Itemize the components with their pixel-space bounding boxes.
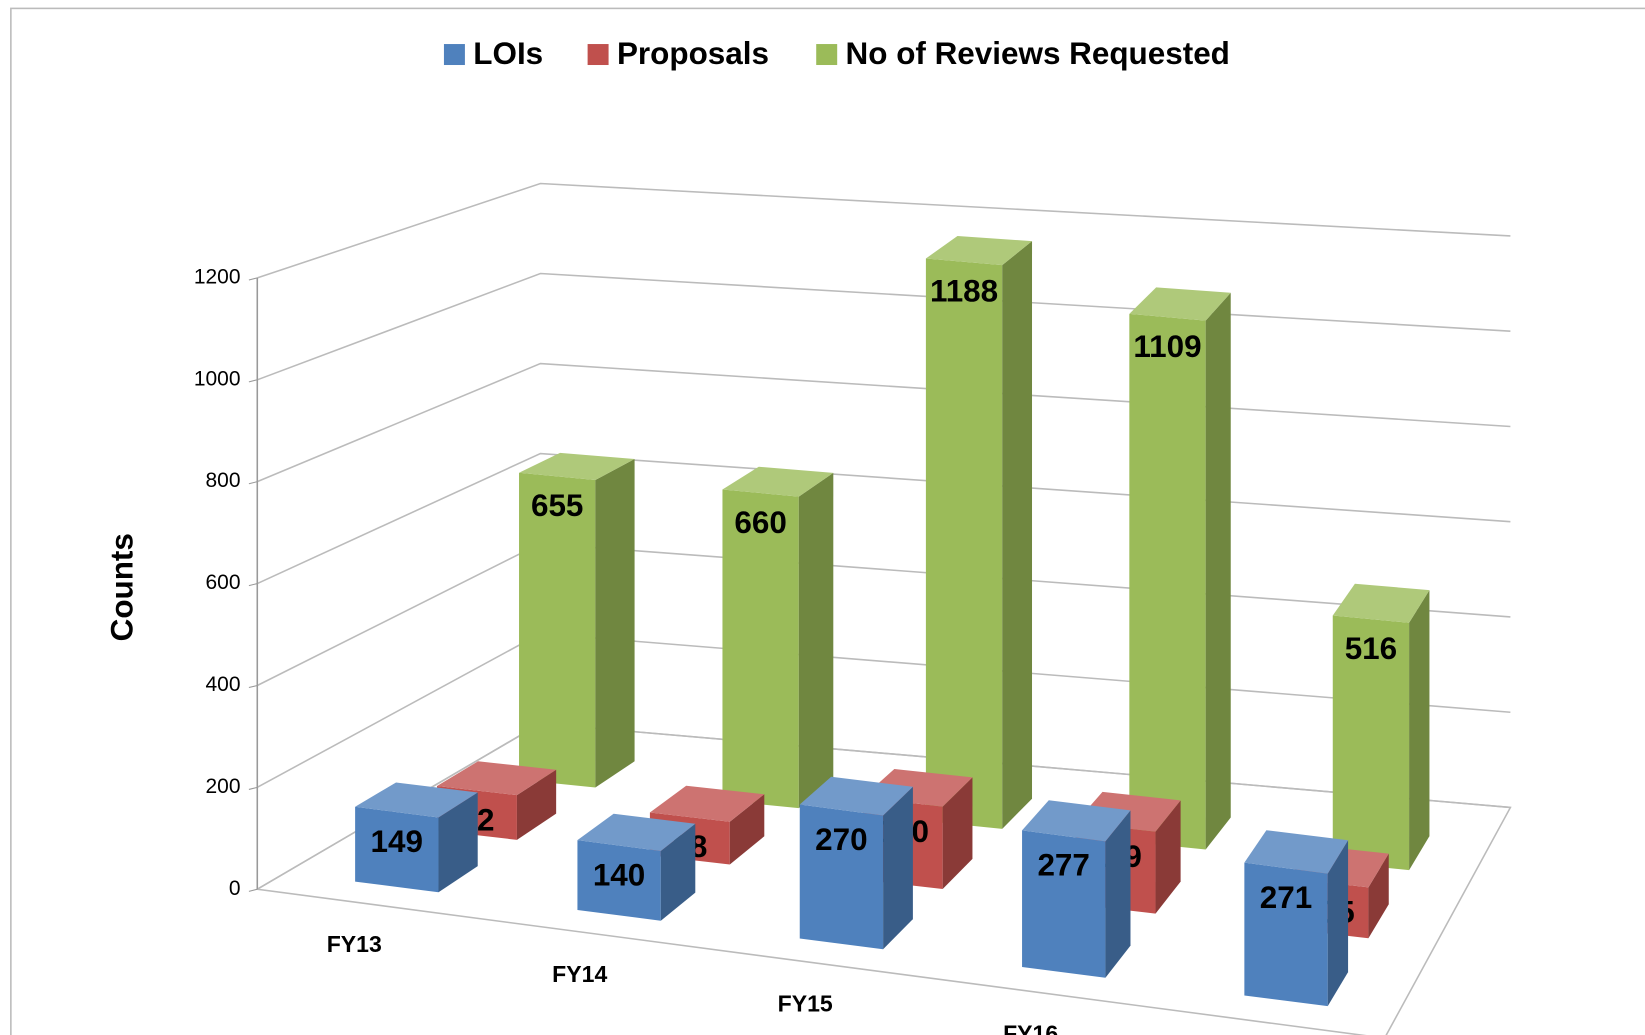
bar-side <box>1327 840 1349 1007</box>
tick-mark <box>248 379 258 383</box>
grid-line <box>256 542 1511 687</box>
bar-front <box>1244 862 1328 1007</box>
bar: 140 <box>577 813 696 921</box>
bar: 1188 <box>925 235 1033 829</box>
bar-front <box>577 840 661 921</box>
bar-top <box>1022 800 1131 842</box>
bar-top <box>437 761 557 796</box>
bar-front <box>925 258 1003 829</box>
bar-side <box>1409 590 1430 871</box>
bar-top <box>519 452 635 480</box>
bar: 516 <box>1332 583 1430 871</box>
value-label: 1109 <box>1133 329 1201 364</box>
value-label: 149 <box>371 824 423 859</box>
legend-label: No of Reviews Requested <box>846 36 1230 71</box>
tick-mark <box>248 277 258 281</box>
y-tick-label: 400 <box>206 673 241 696</box>
bar-top <box>925 235 1033 266</box>
bar-side <box>516 769 557 840</box>
legend-label: LOIs <box>473 36 543 71</box>
grid-line <box>257 182 1511 279</box>
bar-top <box>649 785 765 822</box>
x-tick-label: FY13 <box>327 931 382 957</box>
y-tick-label: 800 <box>206 469 241 492</box>
bar-top <box>355 782 478 818</box>
tick-mark <box>248 888 258 892</box>
bar-top <box>1332 583 1430 623</box>
legend-swatch <box>816 44 838 66</box>
bar-side <box>595 458 635 788</box>
bar-front <box>519 472 596 788</box>
plot: 0200400600800100012006556601188110951692… <box>194 36 1512 1035</box>
bar-side <box>798 472 834 809</box>
value-label: 1188 <box>930 274 998 309</box>
value-label: 140 <box>593 857 645 892</box>
value-label: 660 <box>734 505 786 540</box>
bar: 655 <box>519 452 635 788</box>
value-label: 271 <box>1260 880 1312 915</box>
y-tick-label: 600 <box>206 571 241 594</box>
bar: 1109 <box>1129 287 1231 850</box>
bar-side <box>729 794 765 865</box>
chart-frame <box>10 7 1645 1035</box>
bar-front <box>799 804 884 950</box>
bar-side <box>1105 810 1131 978</box>
bar-side <box>438 792 478 893</box>
legend-swatch <box>443 44 465 66</box>
bar-front <box>1332 615 1410 871</box>
bar-top <box>722 466 834 497</box>
bar-top <box>577 813 696 851</box>
bar-front <box>722 489 799 809</box>
bar-side <box>942 777 973 890</box>
y-tick-label: 1200 <box>194 265 241 288</box>
value-label: 277 <box>1037 848 1089 883</box>
grid-line <box>256 452 1511 585</box>
y-tick-label: 200 <box>206 775 241 798</box>
value-label: 516 <box>1345 631 1397 666</box>
bar: 271 <box>1244 830 1349 1007</box>
x-tick-label: FY16 <box>1003 1021 1058 1035</box>
bar-top <box>799 776 913 816</box>
bar: 149 <box>355 782 478 893</box>
grid-line <box>257 272 1511 381</box>
bar-side <box>1205 292 1231 850</box>
bar-front <box>1022 830 1106 978</box>
y-axis-label: Counts <box>104 533 139 641</box>
y-tick-label: 1000 <box>194 367 241 390</box>
bar-front <box>1129 313 1206 850</box>
bar-top <box>1244 830 1349 874</box>
bar: 277 <box>1022 800 1131 978</box>
value-label: 270 <box>815 822 867 857</box>
value-label: 655 <box>531 488 583 523</box>
tick-mark <box>248 583 258 587</box>
y-tick-label: 0 <box>229 877 241 900</box>
tick-mark <box>248 786 258 790</box>
grid-line <box>256 632 1511 789</box>
bar-front <box>355 806 439 893</box>
bar-side <box>883 786 913 950</box>
legend-label: Proposals <box>617 36 769 71</box>
bar-side <box>1155 800 1181 914</box>
bar-side <box>660 823 696 921</box>
tick-mark <box>248 684 258 689</box>
bar-side <box>1002 241 1033 829</box>
x-tick-label: FY14 <box>552 961 607 987</box>
grid-line <box>256 362 1511 483</box>
bar-side <box>1368 853 1389 939</box>
tick-mark <box>248 481 258 485</box>
bar-top <box>1129 287 1231 321</box>
x-tick-label: FY15 <box>778 991 833 1017</box>
bar: 270 <box>799 776 913 950</box>
bar: 660 <box>722 466 834 809</box>
legend-swatch <box>587 44 609 66</box>
